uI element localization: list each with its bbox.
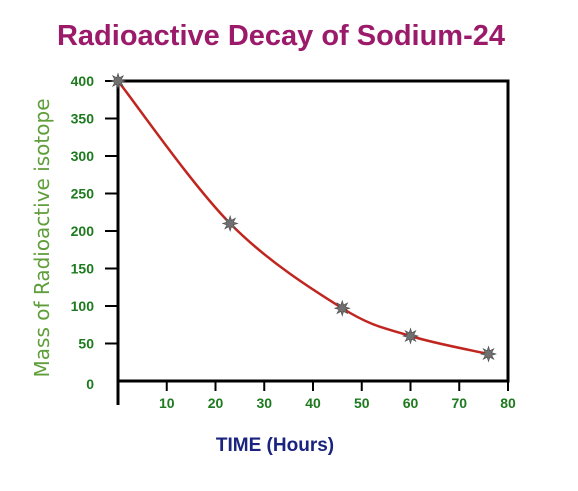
plot-area: 400 350 300 250 200 150 100 50 0 10 20 30 40 50 60 70 80 xyxy=(71,72,516,411)
y-tick-label: 200 xyxy=(71,223,95,239)
decay-curve xyxy=(117,80,489,356)
chart-title: Radioactive Decay of Sodium-24 xyxy=(57,20,505,52)
data-point-marker xyxy=(333,299,351,317)
x-tick-label: 40 xyxy=(305,395,321,411)
y-tick-label: 250 xyxy=(71,186,95,202)
x-tick-label: 60 xyxy=(403,395,419,411)
x-tick-label: 20 xyxy=(208,395,224,411)
data-point-marker xyxy=(401,327,420,345)
x-tick-label: 10 xyxy=(159,395,175,411)
plot-frame xyxy=(116,79,510,383)
y-tick-label: 50 xyxy=(78,336,94,352)
y-tick-label: 300 xyxy=(71,148,95,164)
y-tick-label: 100 xyxy=(71,298,95,314)
x-tick-label: 30 xyxy=(256,395,272,411)
x-tick-label: 50 xyxy=(354,395,370,411)
x-axis-label: TIME (Hours) xyxy=(216,435,334,456)
y-tick-label: 350 xyxy=(71,111,95,127)
x-tick-label: 70 xyxy=(451,395,467,411)
data-point-marker xyxy=(221,214,239,233)
y-tick-label: 150 xyxy=(71,261,95,277)
y-tick-label: 400 xyxy=(71,73,95,89)
y-axis-label: Mass of Radioactive isotope xyxy=(30,99,54,378)
data-point-marker xyxy=(479,345,498,363)
y-tick-label: 0 xyxy=(86,376,94,392)
x-tick-label: 80 xyxy=(500,395,516,411)
data-point-marker xyxy=(109,72,127,90)
